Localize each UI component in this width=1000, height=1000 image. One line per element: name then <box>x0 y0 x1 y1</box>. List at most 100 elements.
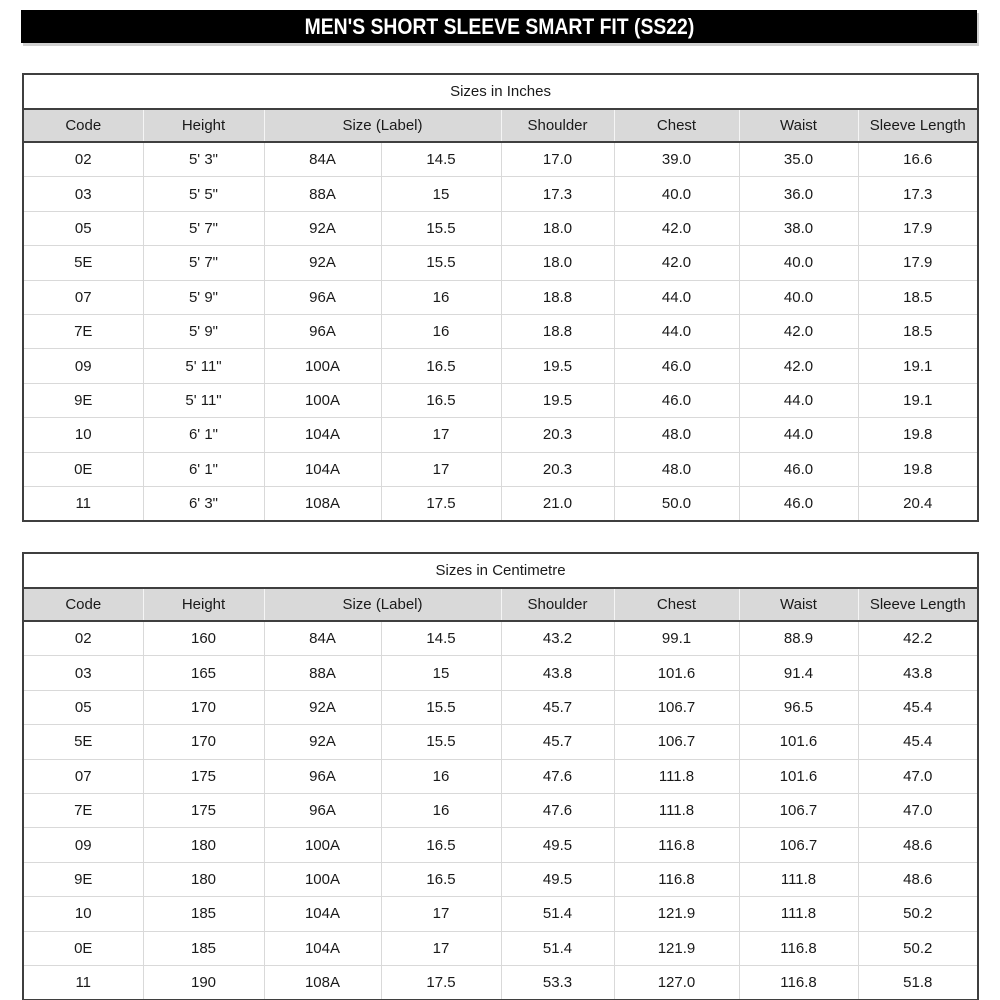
column-header: Code <box>23 109 144 143</box>
cell: 49.5 <box>500 827 615 863</box>
cell: 17.3 <box>500 176 615 212</box>
column-header: Size (Label) <box>263 588 502 622</box>
cell: 101.6 <box>738 724 859 760</box>
column-header: Waist <box>738 588 859 622</box>
header-row: Code Height Size (Label) Shoulder Chest Waist… <box>23 109 979 143</box>
cell: 108A <box>263 964 382 1000</box>
cell: 17.5 <box>380 964 502 1000</box>
cell: 91.4 <box>738 655 859 691</box>
cell: 88A <box>263 176 382 212</box>
cell: 116.8 <box>738 930 859 966</box>
cell: 48.6 <box>857 861 979 898</box>
cell: 100A <box>263 382 382 419</box>
cell: 175 <box>142 758 265 794</box>
table-row: 07 5' 9" 96A 16 18.8 44.0 40.0 18.5 <box>23 279 979 315</box>
cell: 111.8 <box>613 758 740 794</box>
cell: 16.5 <box>380 382 502 419</box>
sizes-in-centimetre-table: Sizes in Centimetre Code Height Size (Labe… <box>22 552 980 1000</box>
cell: 16.5 <box>380 348 502 384</box>
cell: 43.2 <box>500 620 615 657</box>
cell: 42.2 <box>857 620 979 657</box>
cell: 42.0 <box>738 313 859 350</box>
cell: 106.7 <box>738 792 859 829</box>
cell: 5' 9" <box>142 313 265 350</box>
cell: 185 <box>142 930 265 966</box>
cell: 03 <box>23 176 144 212</box>
cell: 15 <box>380 176 502 212</box>
cell: 07 <box>23 758 144 794</box>
cell: 121.9 <box>613 896 740 932</box>
cell: 44.0 <box>738 382 859 419</box>
cell: 36.0 <box>738 176 859 212</box>
cell: 116.8 <box>738 964 859 1000</box>
cell: 39.0 <box>613 141 740 178</box>
table-row: 10 6' 1" 104A 17 20.3 48.0 44.0 19.8 <box>23 417 979 453</box>
table-row: 05 170 92A 15.5 45.7 106.7 96.5 45.4 <box>23 689 979 726</box>
cell: 92A <box>263 724 382 760</box>
cell: 7E <box>23 792 144 829</box>
table-row: 9E 180 100A 16.5 49.5 116.8 111.8 48.6 <box>23 861 979 898</box>
cell: 16.5 <box>380 827 502 863</box>
cell: 18.8 <box>500 313 615 350</box>
cell: 121.9 <box>613 930 740 966</box>
cell: 51.8 <box>857 964 979 1000</box>
cell: 5' 7" <box>142 210 265 247</box>
table-title-row: Sizes in Inches <box>23 74 979 110</box>
table-body: 02 160 84A 14.5 43.2 99.1 88.9 42.2 03 165 88A 15 43… <box>23 620 979 1000</box>
cell: 101.6 <box>613 655 740 691</box>
table-row: 03 165 88A 15 43.8 101.6 91.4 43.8 <box>23 655 979 691</box>
cell: 106.7 <box>613 724 740 760</box>
cell: 5' 7" <box>142 245 265 281</box>
cell: 49.5 <box>500 861 615 898</box>
cell: 42.0 <box>738 348 859 384</box>
cell: 88.9 <box>738 620 859 657</box>
cell: 17 <box>380 930 502 966</box>
cell: 45.4 <box>857 689 979 726</box>
column-header: Height <box>142 588 265 622</box>
table-row: 11 6' 3" 108A 17.5 21.0 50.0 46.0 20.4 <box>23 485 979 522</box>
cell: 100A <box>263 827 382 863</box>
column-header: Size (Label) <box>263 109 502 143</box>
cell: 47.6 <box>500 792 615 829</box>
cell: 40.0 <box>738 245 859 281</box>
cell: 165 <box>142 655 265 691</box>
cell: 17.0 <box>500 141 615 178</box>
cell: 96A <box>263 313 382 350</box>
cell: 14.5 <box>380 620 502 657</box>
cell: 0E <box>23 930 144 966</box>
cell: 104A <box>263 930 382 966</box>
cell: 43.8 <box>857 655 979 691</box>
cell: 160 <box>142 620 265 657</box>
cell: 17 <box>380 417 502 453</box>
cell: 92A <box>263 689 382 726</box>
cell: 47.6 <box>500 758 615 794</box>
cell: 116.8 <box>613 827 740 863</box>
cell: 111.8 <box>738 861 859 898</box>
cell: 17.9 <box>857 210 979 247</box>
cell: 16 <box>380 758 502 794</box>
cell: 03 <box>23 655 144 691</box>
cell: 09 <box>23 827 144 863</box>
cell: 16 <box>380 792 502 829</box>
cell: 180 <box>142 827 265 863</box>
cell: 40.0 <box>738 279 859 315</box>
table-title: Sizes in Centimetre <box>23 553 979 589</box>
cell: 43.8 <box>500 655 615 691</box>
cell: 19.5 <box>500 382 615 419</box>
table-row: 5E 5' 7" 92A 15.5 18.0 42.0 40.0 17.9 <box>23 245 979 281</box>
cell: 6' 1" <box>142 417 265 453</box>
cell: 48.0 <box>613 417 740 453</box>
cell: 5' 5" <box>142 176 265 212</box>
cell: 44.0 <box>738 417 859 453</box>
cell: 96A <box>263 279 382 315</box>
cell: 50.0 <box>613 485 740 522</box>
table-row: 02 160 84A 14.5 43.2 99.1 88.9 42.2 <box>23 620 979 657</box>
cell: 14.5 <box>380 141 502 178</box>
cell: 19.1 <box>857 382 979 419</box>
cell: 19.1 <box>857 348 979 384</box>
cell: 10 <box>23 417 144 453</box>
cell: 42.0 <box>613 210 740 247</box>
column-header: Height <box>142 109 265 143</box>
cell: 116.8 <box>613 861 740 898</box>
cell: 38.0 <box>738 210 859 247</box>
